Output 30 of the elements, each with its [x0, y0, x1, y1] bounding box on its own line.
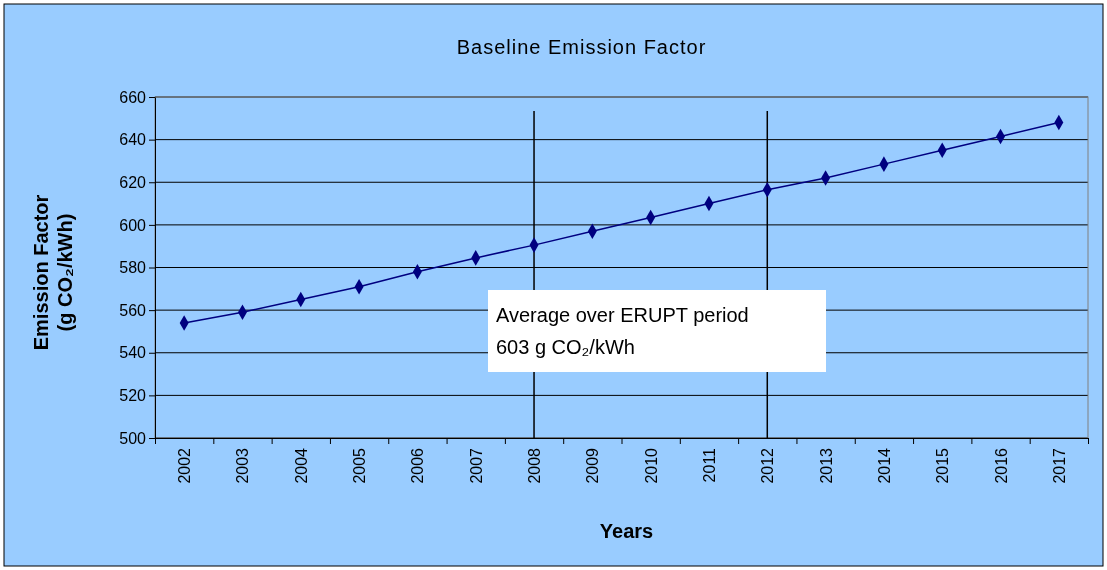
x-tick-label: 2002	[176, 447, 194, 484]
y-tick-label: 600	[119, 216, 147, 234]
x-tick-label: 2014	[875, 447, 893, 484]
y-tick-label: 540	[119, 344, 147, 362]
y-tick-label: 620	[119, 173, 147, 191]
x-tick-label: 2015	[934, 447, 952, 484]
y-tick-label: 640	[119, 131, 147, 149]
x-tick-label: 2012	[759, 447, 777, 484]
note-box: Average over ERUPT period 603 g CO₂/kWh	[488, 290, 826, 372]
y-axis-title: Emission Factor (g CO₂/kWh)	[30, 194, 76, 351]
x-tick-label: 2013	[817, 447, 835, 484]
annotation: Average over ERUPT period 603 g CO₂/kWh	[496, 304, 749, 358]
x-tick-label: 2007	[467, 447, 485, 484]
x-tick-label: 2008	[526, 447, 544, 484]
y-tick-label: 660	[119, 88, 147, 106]
x-tick-label: 2011	[700, 447, 718, 483]
y-tick-label: 560	[119, 301, 147, 319]
y-tick-label: 580	[119, 259, 147, 277]
x-axis-title: Years	[599, 520, 654, 542]
y-tick-label: 500	[119, 429, 147, 447]
x-tick-label: 2016	[992, 447, 1010, 484]
chart-title: Baseline Emission Factor	[456, 36, 707, 58]
x-tick-label: 2004	[292, 447, 310, 484]
x-tick-label: 2005	[351, 447, 369, 484]
x-tick-label: 2010	[642, 447, 660, 484]
x-tick-label: 2017	[1050, 447, 1068, 484]
x-tick-label: 2009	[584, 447, 602, 484]
x-tick-label: 2006	[409, 447, 427, 484]
x-tick-label: 2003	[234, 447, 252, 484]
y-tick-label: 520	[119, 386, 147, 404]
